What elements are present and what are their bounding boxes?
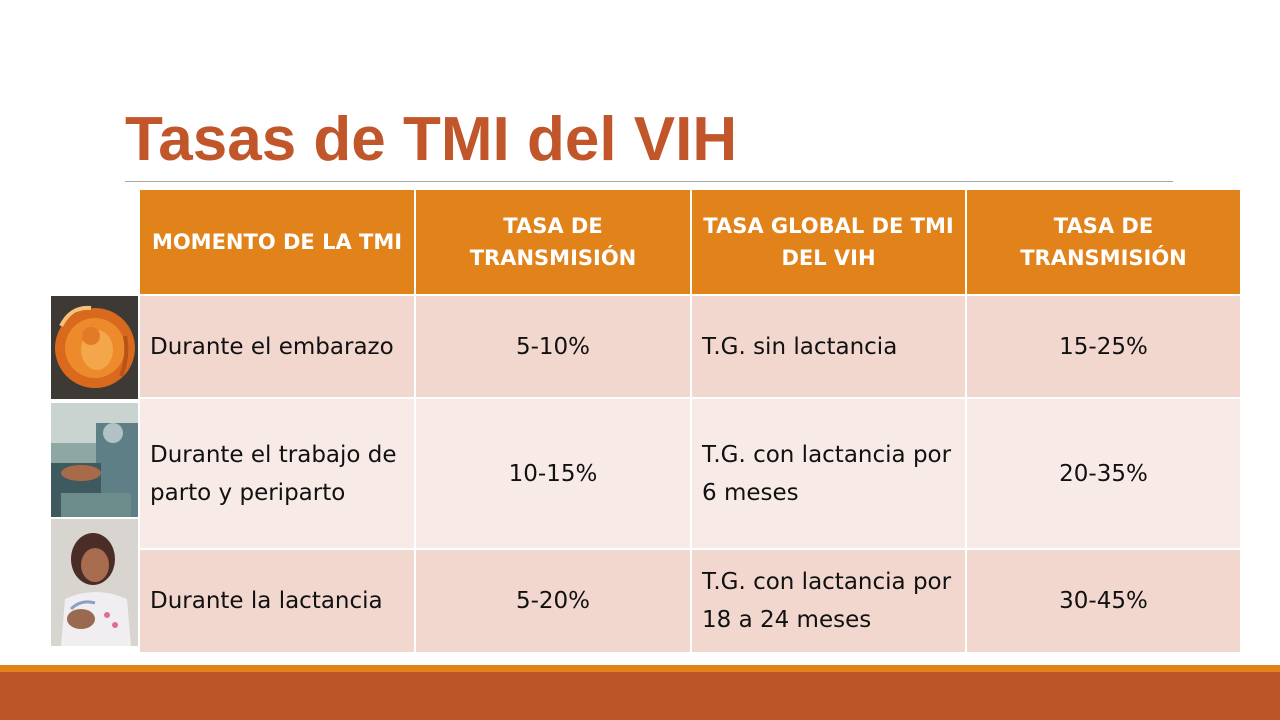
fetus-photo [51, 296, 138, 399]
title-underline [125, 181, 1173, 182]
header-tasa-transmision-global: TASA DE TRANSMISIÓN [965, 188, 1242, 296]
cell-tasa-global: T.G. con lactancia por 6 meses [690, 397, 967, 550]
cell-momento: Durante la lactancia [138, 548, 416, 654]
header-tasa-transmision: TASA DE TRANSMISIÓN [414, 188, 692, 296]
cell-tasa: 5-20% [414, 548, 692, 654]
cell-tasa-total: 20-35% [965, 397, 1242, 550]
table-row: Durante la lactancia 5-20% T.G. con lact… [138, 548, 1242, 654]
page-title: Tasas de TMI del VIH [125, 105, 738, 174]
cell-tasa-total: 15-25% [965, 294, 1242, 399]
table-header-row: MOMENTO DE LA TMI TASA DE TRANSMISIÓN TA… [138, 188, 1242, 296]
header-momento: MOMENTO DE LA TMI [138, 188, 416, 296]
cell-momento: Durante el embarazo [138, 294, 416, 399]
header-tasa-global: TASA GLOBAL DE TMI DEL VIH [690, 188, 967, 296]
footer-bar [0, 672, 1280, 720]
cell-tasa-global: T.G. con lactancia por 18 a 24 meses [690, 548, 967, 654]
cell-tasa: 5-10% [414, 294, 692, 399]
transmission-rates-table: MOMENTO DE LA TMI TASA DE TRANSMISIÓN TA… [138, 188, 1242, 654]
breastfeeding-mother-photo [51, 519, 138, 646]
table-row: Durante el trabajo de parto y periparto … [138, 397, 1242, 550]
table-row: Durante el embarazo 5-10% T.G. sin lacta… [138, 294, 1242, 399]
cell-tasa-global: T.G. sin lactancia [690, 294, 967, 399]
delivery-room-photo [51, 403, 138, 517]
cell-tasa: 10-15% [414, 397, 692, 550]
cell-tasa-total: 30-45% [965, 548, 1242, 654]
cell-momento: Durante el trabajo de parto y periparto [138, 397, 416, 550]
footer-accent-band [0, 665, 1280, 672]
